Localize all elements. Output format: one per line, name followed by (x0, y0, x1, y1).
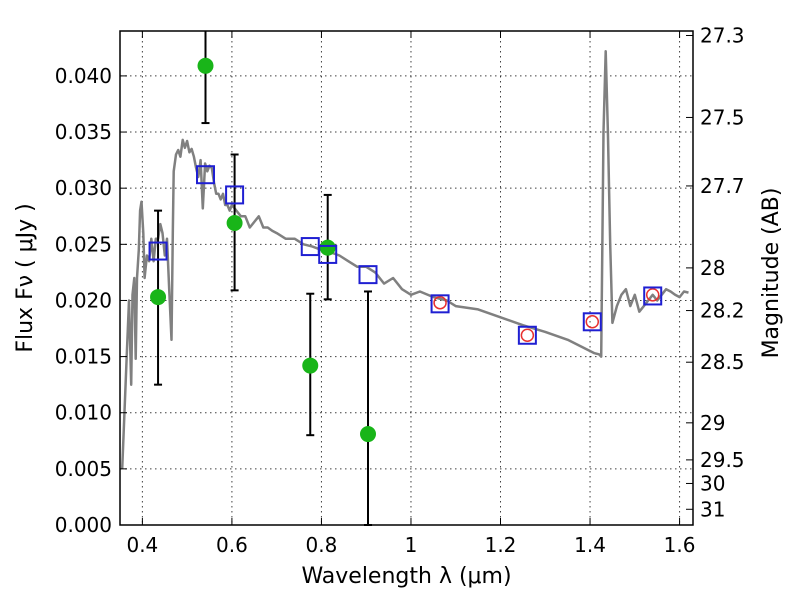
model-square (430, 294, 450, 314)
model-square (643, 286, 663, 306)
y-axis-label: Flux Fν ( μJy ) (13, 203, 38, 352)
mag-tick-label: 27.5 (700, 105, 745, 129)
y-tick-label: 0.020 (55, 288, 112, 312)
model-square (196, 165, 216, 185)
mag-tick-label: 28.5 (700, 350, 745, 374)
x-tick-label: 1.4 (574, 533, 606, 557)
red-model-marker (520, 328, 535, 343)
x-tick-label: 0.4 (126, 533, 158, 557)
mag-tick-label: 31 (700, 497, 725, 521)
mag-tick-label: 29 (700, 411, 725, 435)
observed-points-layer (150, 57, 377, 443)
model-square (582, 312, 602, 332)
observed-point (360, 426, 377, 443)
x-axis-label: Wavelength λ (μm) (301, 564, 511, 589)
plot-frame (119, 30, 694, 526)
red-model-marker (645, 288, 660, 302)
mag-tick-label: 30 (700, 471, 725, 495)
red-model-marker (433, 295, 447, 310)
y-tick-label: 0.010 (55, 401, 112, 425)
x-tick-label: 1.6 (664, 533, 696, 557)
mag-tick-label: 28 (700, 256, 725, 280)
magnitude-axis-label: Magnitude (AB) (759, 188, 784, 359)
y-tick-label: 0.000 (55, 513, 112, 537)
x-tick-label: 0.6 (216, 533, 248, 557)
sed-line (120, 49, 689, 469)
observed-point (150, 289, 167, 306)
mag-tick-label: 27.3 (700, 23, 745, 47)
x-ticks: 0.4 0.6 0.8 1 1.2 1.4 1.6 (126, 31, 695, 557)
observed-point (319, 239, 336, 256)
model-square (225, 185, 245, 205)
y-tick-label: 0.005 (55, 457, 112, 481)
x-tick-label: 1 (405, 533, 418, 557)
observed-point (302, 357, 319, 374)
mag-tick-label: 27.7 (700, 174, 745, 198)
model-square (318, 244, 338, 264)
model-square (517, 325, 537, 345)
y-tick-label: 0.025 (55, 232, 112, 256)
red-marker-layer (433, 288, 660, 343)
model-square (358, 265, 378, 285)
y-tick-label: 0.040 (55, 64, 112, 88)
errorbar-layer (154, 31, 373, 526)
y-tick-label: 0.030 (55, 176, 112, 200)
y-tick-label: 0.035 (55, 120, 112, 144)
model-square (148, 241, 168, 261)
model-square-layer (148, 165, 663, 345)
x-tick-label: 0.8 (306, 533, 338, 557)
y-tick-label: 0.015 (55, 345, 112, 369)
sed-layer (120, 49, 689, 469)
y-ticks: 0.000 0.005 0.010 0.015 0.020 0.025 0.030 0.035… (55, 64, 127, 537)
mag-tick-label: 28.2 (700, 299, 745, 323)
x-tick-label: 1.2 (485, 533, 517, 557)
observed-point (226, 214, 243, 231)
observed-point (197, 57, 214, 74)
red-model-marker (585, 315, 600, 329)
mag-tick-label: 29.5 (700, 448, 745, 472)
